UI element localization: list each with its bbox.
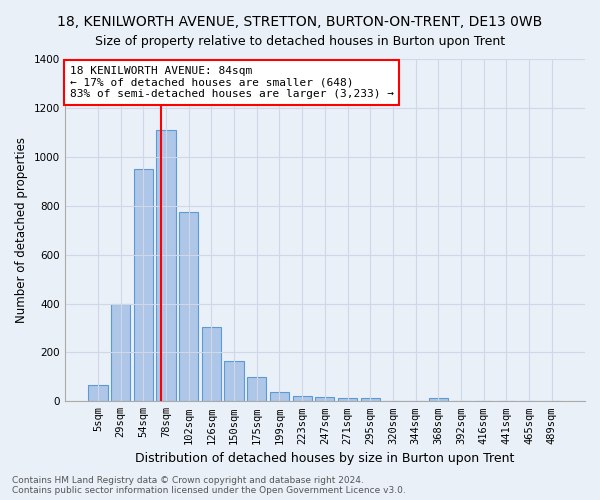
X-axis label: Distribution of detached houses by size in Burton upon Trent: Distribution of detached houses by size …: [135, 452, 515, 465]
Bar: [270, 392, 289, 402]
Bar: [338, 398, 357, 402]
Text: Size of property relative to detached houses in Burton upon Trent: Size of property relative to detached ho…: [95, 35, 505, 48]
Text: Contains HM Land Registry data © Crown copyright and database right 2024.
Contai: Contains HM Land Registry data © Crown c…: [12, 476, 406, 495]
Bar: [202, 326, 221, 402]
Bar: [179, 212, 199, 402]
Bar: [247, 377, 266, 402]
Bar: [88, 386, 107, 402]
Bar: [428, 398, 448, 402]
Bar: [224, 361, 244, 402]
Bar: [315, 397, 334, 402]
Bar: [111, 304, 130, 402]
Text: 18 KENILWORTH AVENUE: 84sqm
← 17% of detached houses are smaller (648)
83% of se: 18 KENILWORTH AVENUE: 84sqm ← 17% of det…: [70, 66, 394, 99]
Y-axis label: Number of detached properties: Number of detached properties: [15, 137, 28, 323]
Bar: [134, 169, 153, 402]
Bar: [157, 130, 176, 402]
Bar: [293, 396, 312, 402]
Bar: [361, 398, 380, 402]
Text: 18, KENILWORTH AVENUE, STRETTON, BURTON-ON-TRENT, DE13 0WB: 18, KENILWORTH AVENUE, STRETTON, BURTON-…: [58, 15, 542, 29]
